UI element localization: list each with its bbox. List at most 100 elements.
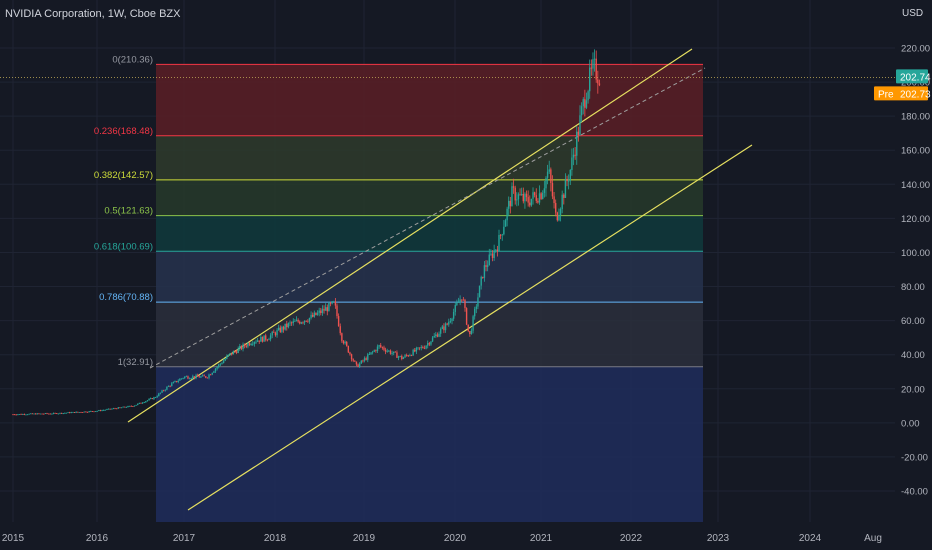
fib-level-label: 1(32.91) xyxy=(118,357,153,368)
candle-body xyxy=(140,402,142,404)
candle-body xyxy=(274,332,277,336)
candle-body xyxy=(127,406,129,408)
candle-body xyxy=(122,406,124,408)
candle-body xyxy=(522,193,524,202)
candle-body xyxy=(529,202,531,206)
candle-body xyxy=(388,350,390,352)
candle-body xyxy=(156,396,158,398)
candle-body xyxy=(28,413,30,415)
candle-body xyxy=(47,413,50,415)
candle-body xyxy=(138,402,141,404)
channel-lower-line[interactable] xyxy=(187,144,753,511)
candle-body xyxy=(260,336,262,342)
fibonacci-retracement[interactable]: 0(210.36) 0.236(168.48) 0.382(142.57) 0.5(1… xyxy=(94,54,703,522)
candle-body xyxy=(250,344,252,346)
candle-body xyxy=(493,250,495,259)
candle-body xyxy=(65,412,68,414)
candle-body xyxy=(117,407,119,409)
candle-body xyxy=(99,410,102,412)
candle-body xyxy=(119,407,121,409)
candle-body xyxy=(279,327,281,332)
x-tick-label: 2017 xyxy=(173,533,196,544)
x-tick-label: Aug xyxy=(864,533,882,544)
candle-body xyxy=(436,334,439,337)
candle-body xyxy=(231,353,233,355)
candle-body xyxy=(464,299,466,309)
candle-body xyxy=(124,406,126,408)
candle-body xyxy=(448,321,450,325)
candle-body xyxy=(111,408,113,410)
candle-body xyxy=(326,307,328,312)
candle-body xyxy=(67,412,69,414)
candle-body xyxy=(109,408,111,410)
candle-body xyxy=(174,380,176,383)
candle-body xyxy=(519,194,521,196)
channel-median-line[interactable] xyxy=(149,67,706,369)
candle-body xyxy=(401,355,403,360)
candle-body xyxy=(20,414,22,415)
candle-body xyxy=(94,411,97,413)
candle-body xyxy=(222,360,225,364)
pre-market-label: Pre xyxy=(878,89,894,100)
candle-body xyxy=(576,131,578,156)
candle-body xyxy=(336,305,338,317)
candle-body xyxy=(454,305,456,312)
candle-body xyxy=(182,377,184,379)
candle-body xyxy=(235,351,238,353)
candle-body xyxy=(253,342,256,344)
candle-body xyxy=(96,410,98,412)
x-tick-label: 2016 xyxy=(86,533,109,544)
candle-body xyxy=(101,410,103,412)
candle-body xyxy=(574,154,576,156)
candle-body xyxy=(153,397,155,400)
candle-body xyxy=(449,320,452,322)
candle-body xyxy=(543,188,546,193)
candle-body xyxy=(503,226,505,235)
candle-body xyxy=(226,355,228,359)
candle-body xyxy=(558,215,560,221)
channel-upper-line[interactable] xyxy=(127,48,693,423)
candle-body xyxy=(31,413,34,415)
candle-body xyxy=(320,310,322,314)
candle-body xyxy=(237,348,239,353)
candle-body xyxy=(75,411,77,413)
candle-body xyxy=(83,411,85,413)
candle-body xyxy=(198,376,200,378)
trend-channel[interactable] xyxy=(127,48,753,511)
candle-body xyxy=(393,351,395,354)
candle-body xyxy=(553,196,555,204)
candle-body xyxy=(300,322,303,324)
candle-body xyxy=(354,360,356,362)
candle-body xyxy=(158,393,160,397)
candle-body xyxy=(548,169,550,172)
candle-body xyxy=(13,414,16,416)
y-tick-label: -20.00 xyxy=(901,452,928,463)
candle-body xyxy=(187,376,189,379)
candle-body xyxy=(273,331,275,333)
candle-body xyxy=(383,347,385,350)
candle-body xyxy=(360,360,362,364)
candle-body xyxy=(72,412,74,413)
time-axis[interactable]: 2015 2016 2017 2018 2019 2020 2021 2022 2023 2024… xyxy=(2,533,882,544)
candle-body xyxy=(490,253,492,255)
y-tick-label: 120.00 xyxy=(901,214,930,225)
y-tick-label: 100.00 xyxy=(901,248,930,259)
candle-body xyxy=(567,180,570,182)
candle-body xyxy=(308,317,311,322)
candle-body xyxy=(180,378,183,380)
candle-body xyxy=(36,413,38,415)
candle-body xyxy=(188,378,191,380)
candle-body xyxy=(54,412,56,414)
candle-body xyxy=(469,330,471,335)
fib-zone xyxy=(156,366,703,522)
candle-body xyxy=(179,378,181,381)
candle-body xyxy=(457,302,460,303)
candle-body xyxy=(167,385,170,387)
fib-level-label: 0.5(121.63) xyxy=(104,206,153,217)
fib-level-label: 0(210.36) xyxy=(112,54,153,65)
candle-body xyxy=(266,339,269,341)
candle-body xyxy=(533,192,536,196)
currency-label: USD xyxy=(902,8,924,19)
candle-body xyxy=(404,355,406,358)
